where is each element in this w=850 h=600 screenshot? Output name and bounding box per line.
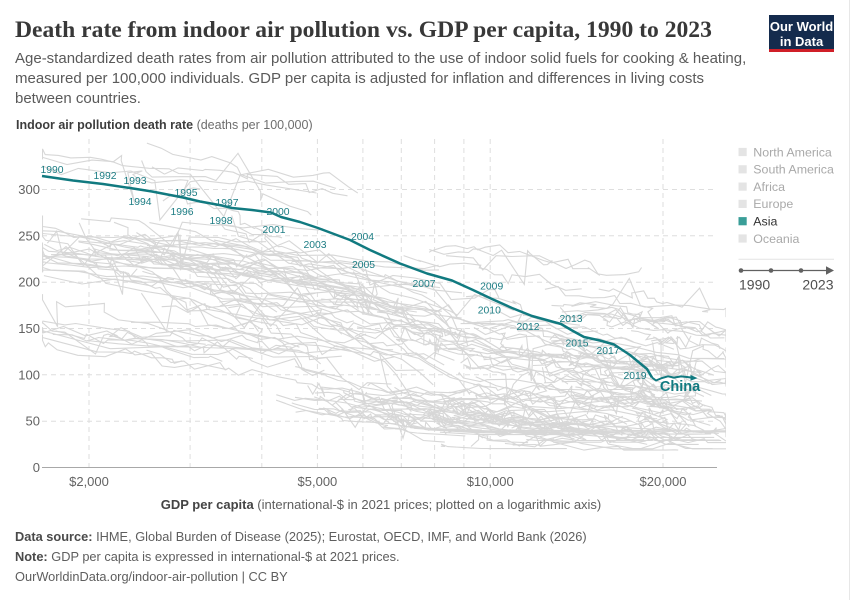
svg-text:0: 0 <box>33 460 40 475</box>
svg-text:2015: 2015 <box>565 338 588 349</box>
svg-text:1990: 1990 <box>739 277 770 293</box>
svg-text:1992: 1992 <box>93 171 116 182</box>
svg-text:50: 50 <box>26 414 40 429</box>
svg-text:China: China <box>660 379 701 395</box>
svg-text:2010: 2010 <box>478 305 501 316</box>
svg-text:$20,000: $20,000 <box>640 474 687 489</box>
svg-text:100: 100 <box>18 367 40 382</box>
svg-text:Europe: Europe <box>753 197 793 211</box>
svg-text:South America: South America <box>753 163 834 177</box>
svg-text:2004: 2004 <box>351 232 374 243</box>
svg-text:1990: 1990 <box>40 165 63 176</box>
svg-text:2001: 2001 <box>262 225 285 236</box>
svg-text:Africa: Africa <box>753 180 785 194</box>
svg-text:150: 150 <box>18 321 40 336</box>
svg-text:2013: 2013 <box>559 314 582 325</box>
svg-text:1996: 1996 <box>170 207 193 218</box>
svg-text:Oceania: Oceania <box>753 232 799 246</box>
svg-text:2023: 2023 <box>802 277 833 293</box>
svg-text:2017: 2017 <box>596 346 619 357</box>
svg-text:300: 300 <box>18 182 40 197</box>
svg-text:1993: 1993 <box>123 176 146 187</box>
svg-text:$10,000: $10,000 <box>467 474 514 489</box>
svg-text:2000: 2000 <box>266 207 289 218</box>
svg-text:200: 200 <box>18 275 40 290</box>
svg-text:2005: 2005 <box>352 260 375 271</box>
svg-text:$5,000: $5,000 <box>298 474 338 489</box>
svg-text:2019: 2019 <box>623 371 646 382</box>
svg-text:Asia: Asia <box>753 215 777 229</box>
svg-text:2009: 2009 <box>480 281 503 292</box>
svg-text:2007: 2007 <box>412 279 435 290</box>
svg-text:2012: 2012 <box>516 322 539 333</box>
svg-text:1994: 1994 <box>128 197 151 208</box>
svg-text:250: 250 <box>18 228 40 243</box>
svg-text:1995: 1995 <box>174 188 197 199</box>
svg-text:$2,000: $2,000 <box>69 474 109 489</box>
svg-text:1998: 1998 <box>209 216 232 227</box>
svg-text:North America: North America <box>753 145 832 159</box>
svg-text:1997: 1997 <box>215 198 238 209</box>
svg-text:2003: 2003 <box>303 240 326 251</box>
